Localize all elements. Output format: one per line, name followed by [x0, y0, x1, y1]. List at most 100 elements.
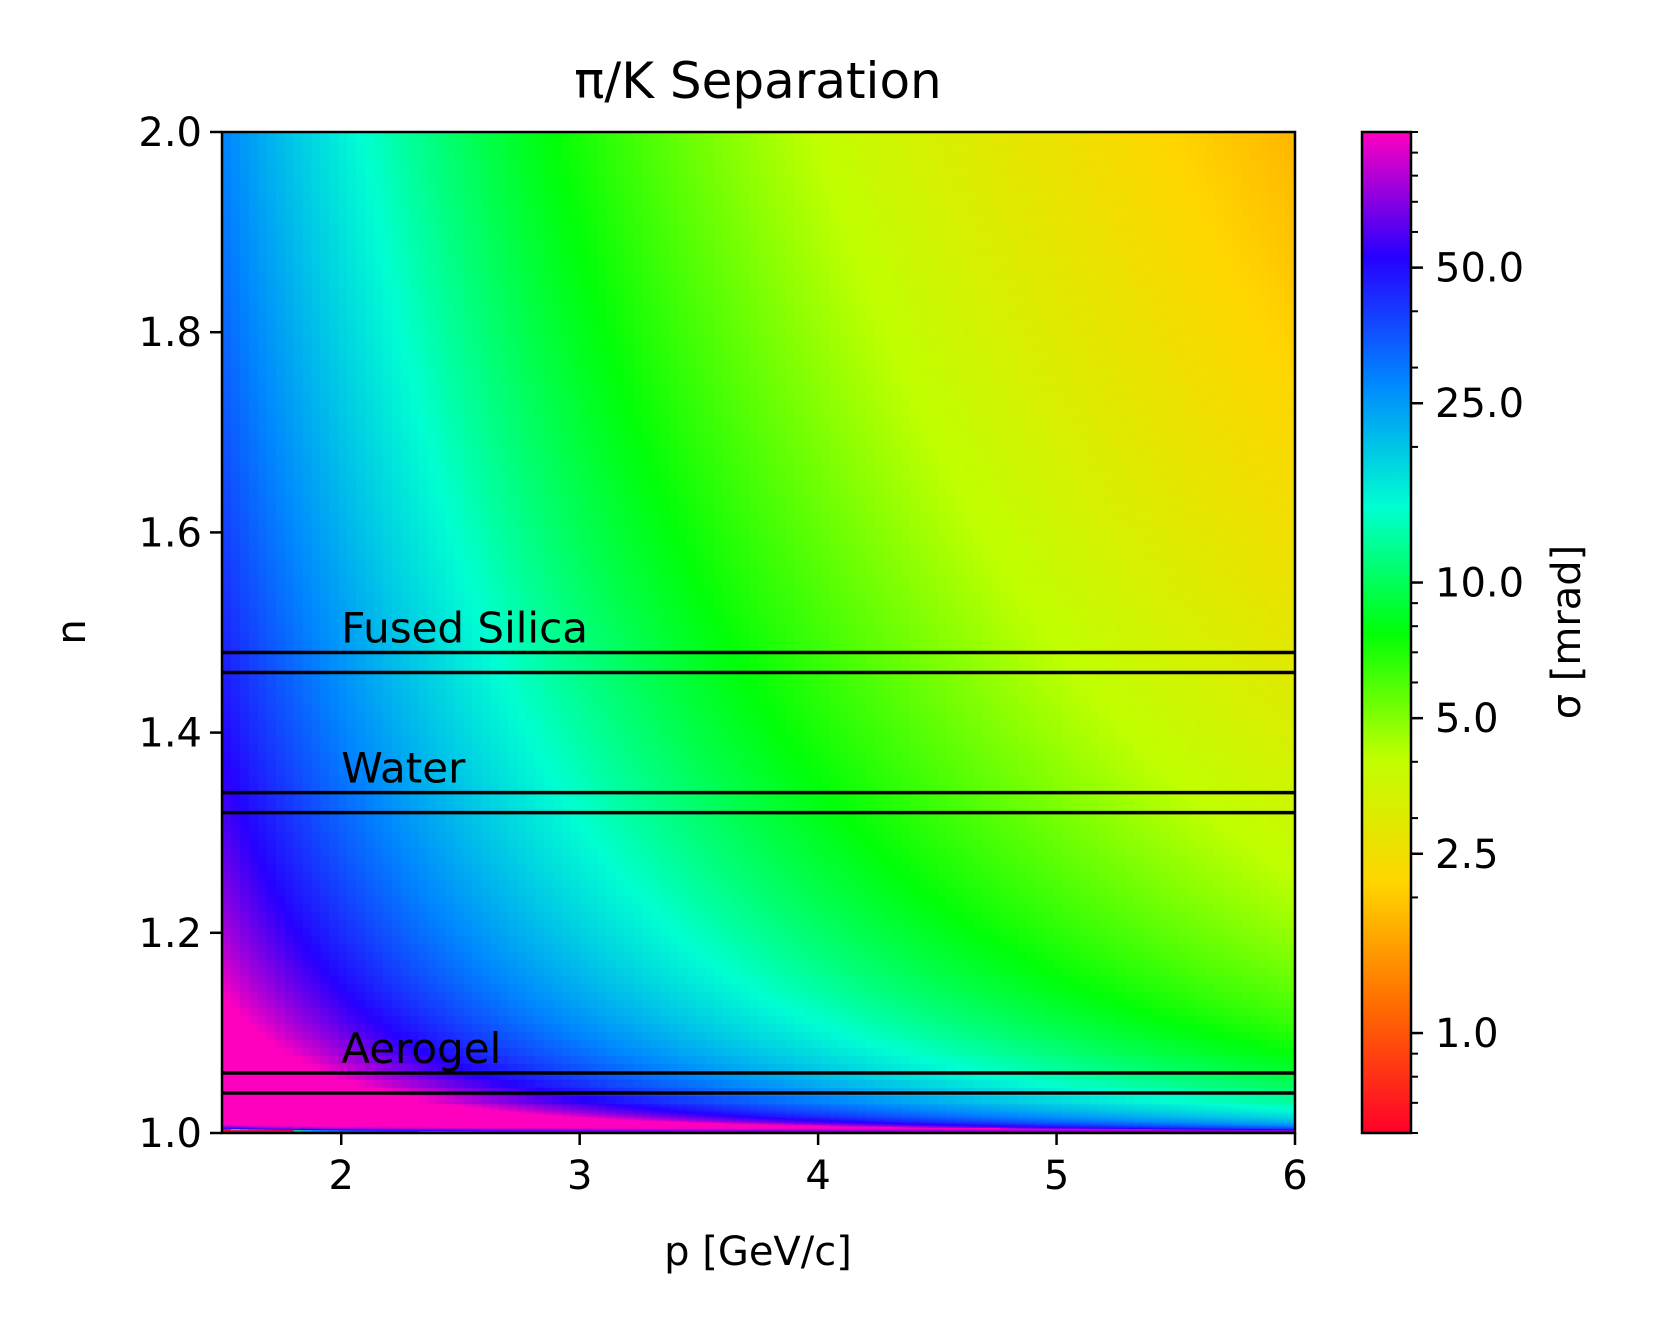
heatmap-cell	[302, 974, 313, 984]
heatmap-cell	[1026, 1122, 1037, 1125]
heatmap-cell	[669, 1123, 679, 1126]
heatmap-cell	[1223, 1110, 1234, 1113]
heatmap-cell	[722, 966, 733, 976]
heatmap-cell	[624, 1038, 635, 1048]
heatmap-cell	[481, 1112, 492, 1115]
heatmap-cell	[239, 1022, 250, 1032]
heatmap-cell	[794, 1014, 805, 1024]
heatmap-cell	[1071, 1094, 1082, 1104]
heatmap-cell	[964, 1107, 974, 1110]
heatmap-cell	[472, 1006, 483, 1016]
heatmap-cell	[347, 1094, 357, 1104]
heatmap-cell	[830, 1046, 840, 1056]
heatmap-cell	[1151, 1038, 1162, 1048]
heatmap-cell	[526, 1105, 536, 1108]
heatmap-cell	[821, 1126, 831, 1129]
heatmap-cell	[338, 1107, 348, 1110]
heatmap-cell	[481, 1114, 492, 1117]
heatmap-cell	[1062, 1119, 1073, 1122]
heatmap-cell	[767, 1022, 778, 1032]
heatmap-cell	[803, 1114, 813, 1117]
heatmap-cell	[830, 1106, 840, 1109]
heatmap-cell	[382, 1130, 393, 1133]
heatmap-cell	[445, 1130, 456, 1133]
heatmap-cell	[856, 1126, 867, 1129]
heatmap-cell	[1107, 982, 1117, 992]
heatmap-cell	[266, 1038, 277, 1048]
heatmap-cell	[570, 1130, 581, 1133]
heatmap-cell	[785, 1107, 796, 1110]
heatmap-cell	[579, 1006, 590, 1016]
heatmap-cell	[543, 1120, 554, 1123]
heatmap-cell	[1044, 1117, 1055, 1120]
heatmap-cell	[615, 1054, 626, 1064]
heatmap-cell	[847, 1108, 858, 1111]
heatmap-cell	[1071, 1078, 1082, 1088]
heatmap-cell	[230, 974, 241, 984]
heatmap-cell	[704, 1038, 715, 1048]
heatmap-cell	[758, 1054, 769, 1064]
heatmap-cell	[409, 1006, 420, 1016]
heatmap-cell	[883, 1107, 894, 1110]
heatmap-cell	[311, 1110, 322, 1113]
heatmap-cell	[749, 1114, 760, 1117]
heatmap-cell	[427, 966, 438, 976]
heatmap-cell	[409, 1126, 420, 1129]
heatmap-cell	[1223, 1129, 1234, 1132]
heatmap-cell	[570, 1110, 581, 1113]
heatmap-cell	[928, 1046, 939, 1056]
heatmap-cell	[320, 1078, 331, 1088]
heatmap-cell	[937, 1113, 948, 1116]
heatmap-cell	[543, 1126, 554, 1129]
heatmap-cell	[651, 1122, 661, 1125]
heatmap-cell	[1026, 1114, 1037, 1117]
heatmap-cell	[1232, 1046, 1243, 1056]
heatmap-cell	[847, 998, 858, 1008]
heatmap-cell	[758, 1124, 769, 1127]
heatmap-cell	[874, 1014, 885, 1024]
heatmap-cell	[1107, 1054, 1117, 1064]
heatmap-cell	[1053, 1105, 1064, 1108]
heatmap-cell	[856, 1110, 867, 1113]
heatmap-cell	[329, 1030, 340, 1040]
heatmap-cell	[776, 1124, 787, 1127]
heatmap-cell	[1169, 1046, 1180, 1056]
heatmap-cell	[239, 966, 250, 976]
heatmap-cell	[713, 1124, 724, 1127]
heatmap-cell	[1035, 974, 1046, 984]
heatmap-cell	[704, 1123, 715, 1126]
heatmap-cell	[463, 998, 474, 1008]
heatmap-cell	[758, 1006, 769, 1016]
heatmap-cell	[973, 1078, 983, 1088]
heatmap-cell	[686, 1107, 697, 1110]
heatmap-cell	[669, 1110, 679, 1113]
heatmap-cell	[1277, 1110, 1287, 1113]
heatmap-cell	[1196, 1117, 1207, 1120]
heatmap-cell	[669, 1112, 679, 1115]
heatmap-cell	[1214, 990, 1225, 1000]
heatmap-cell	[454, 1130, 465, 1133]
heatmap-cell	[347, 1107, 357, 1110]
heatmap-cell	[1017, 1014, 1028, 1024]
heatmap-cell	[472, 1117, 483, 1120]
heatmap-cell	[374, 1107, 384, 1110]
heatmap-cell	[1259, 1022, 1269, 1032]
heatmap-cell	[892, 1128, 903, 1131]
heatmap-cell	[588, 1120, 599, 1123]
heatmap-cell	[1187, 1129, 1198, 1132]
heatmap-cell	[552, 1046, 563, 1056]
heatmap-cell	[973, 1119, 983, 1122]
heatmap-cell	[892, 1125, 903, 1128]
heatmap-cell	[1196, 1128, 1207, 1131]
heatmap-cell	[266, 1106, 277, 1109]
heatmap-cell	[1178, 1038, 1189, 1048]
heatmap-cell	[910, 1054, 921, 1064]
heatmap-cell	[821, 1062, 831, 1072]
heatmap-cell	[1125, 1117, 1135, 1120]
heatmap-cell	[624, 1062, 635, 1072]
heatmap-cell	[329, 1129, 340, 1132]
heatmap-cell	[275, 1117, 286, 1120]
heatmap-cell	[320, 1116, 331, 1119]
heatmap-cell	[874, 1106, 885, 1109]
heatmap-cell	[1232, 1120, 1243, 1123]
